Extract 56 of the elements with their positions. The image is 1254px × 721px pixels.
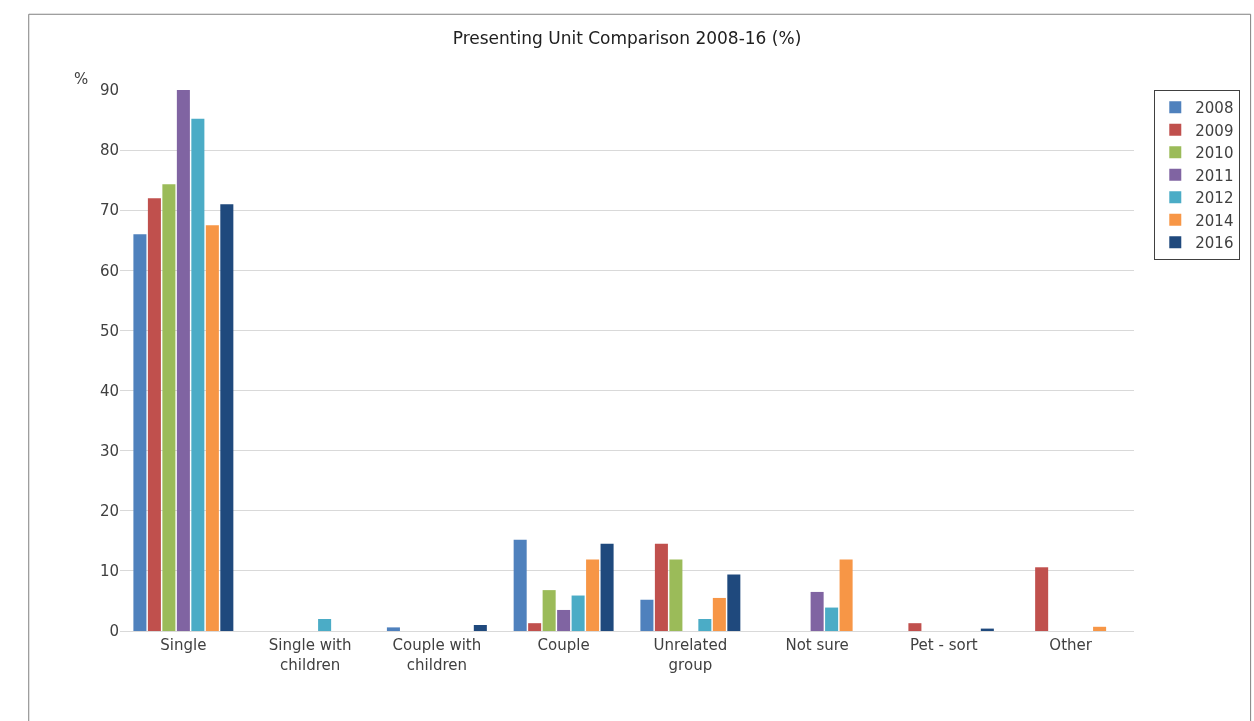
bar <box>825 607 839 631</box>
y-tick-label: 50 <box>99 321 119 340</box>
bar <box>513 539 527 631</box>
y-tick-label: 60 <box>99 261 119 280</box>
bar <box>191 118 205 631</box>
x-tick-label: Couple with children <box>392 636 482 674</box>
x-tick-label: Other <box>1049 636 1093 654</box>
bar <box>571 595 585 631</box>
legend-label: 2016 <box>1195 234 1234 253</box>
bar <box>810 591 824 631</box>
bar <box>557 609 571 631</box>
bar <box>586 559 600 631</box>
legend-label: 2010 <box>1195 144 1234 163</box>
bar <box>318 618 332 631</box>
bar <box>205 225 219 631</box>
bar <box>1035 567 1049 631</box>
y-tick-label: 20 <box>99 502 119 521</box>
legend-label: 2008 <box>1195 99 1234 118</box>
bar <box>162 184 176 631</box>
bar <box>669 559 683 631</box>
bar <box>473 624 487 631</box>
bar <box>698 618 712 631</box>
x-tick-label: Couple <box>537 636 590 654</box>
bar <box>727 574 741 631</box>
x-tick-label: Not sure <box>785 636 849 654</box>
chart-title: Presenting Unit Comparison 2008-16 (%) <box>452 28 802 49</box>
legend-label: 2012 <box>1195 189 1234 208</box>
x-tick-label: Single with children <box>268 636 352 674</box>
bar <box>386 627 400 631</box>
bar <box>654 543 668 631</box>
y-tick-label: 30 <box>99 441 119 460</box>
y-axis-title: % <box>74 70 89 88</box>
bar <box>600 543 614 631</box>
legend-label: 2009 <box>1195 121 1234 140</box>
y-tick-label: 10 <box>99 562 119 581</box>
bar <box>220 204 234 631</box>
legend-label: 2011 <box>1195 166 1234 185</box>
bar <box>542 590 556 631</box>
bar <box>133 234 147 631</box>
y-tick-label: 40 <box>99 381 119 400</box>
bar <box>712 597 726 631</box>
legend-label: 2014 <box>1195 211 1234 230</box>
y-tick-label: 70 <box>99 201 119 220</box>
bar <box>147 198 161 631</box>
x-tick-label: Single <box>160 636 207 654</box>
x-tick-label: Unrelated group <box>653 636 728 674</box>
x-tick-label: Pet - sort <box>910 636 978 654</box>
bar <box>1093 626 1107 631</box>
y-tick-label: 90 <box>99 81 119 100</box>
y-tick-label: 80 <box>99 141 119 160</box>
bar <box>528 623 542 631</box>
bar <box>908 623 922 631</box>
bar <box>640 599 654 631</box>
bar <box>839 559 853 631</box>
bar <box>176 90 190 631</box>
y-tick-label: 0 <box>109 622 119 641</box>
